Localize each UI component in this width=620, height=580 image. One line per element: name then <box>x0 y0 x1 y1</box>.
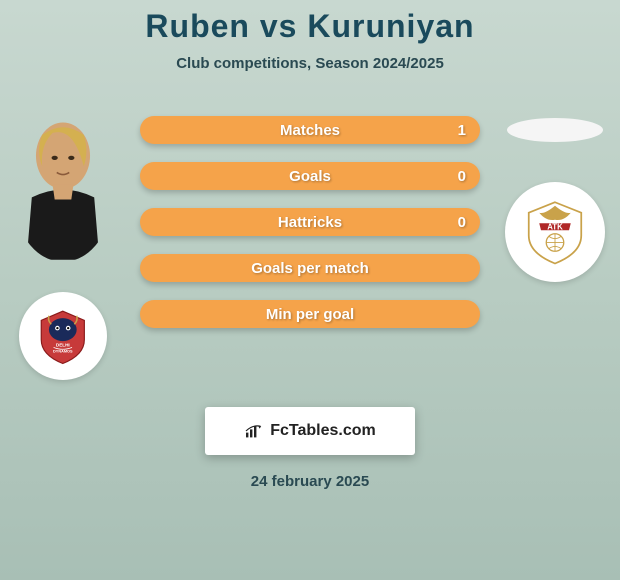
stat-label: Goals per match <box>251 260 369 277</box>
left-player-photo <box>11 112 115 262</box>
brand-box: FcTables.com <box>205 407 415 455</box>
comparison-area: DELHI DYNAMOS ATK Matches 1 Goals 0 <box>0 112 620 328</box>
stat-label: Goals <box>289 168 331 185</box>
stat-label: Hattricks <box>278 214 342 231</box>
player-portrait-icon <box>11 112 115 262</box>
left-player-column: DELHI DYNAMOS <box>8 112 118 380</box>
right-club-badge: ATK <box>505 182 605 282</box>
footer-date: 24 february 2025 <box>251 473 369 490</box>
atk-crest-icon: ATK <box>520 197 590 267</box>
stat-value: 1 <box>458 122 466 139</box>
left-club-badge: DELHI DYNAMOS <box>19 292 107 380</box>
stat-row-hattricks: Hattricks 0 <box>140 208 480 236</box>
stat-value: 0 <box>458 214 466 231</box>
page-title: Ruben vs Kuruniyan <box>0 8 620 45</box>
stat-row-matches: Matches 1 <box>140 116 480 144</box>
delhi-dynamos-crest-icon: DELHI DYNAMOS <box>32 305 94 367</box>
stat-row-goals-per-match: Goals per match <box>140 254 480 282</box>
page-subtitle: Club competitions, Season 2024/2025 <box>0 55 620 72</box>
right-player-placeholder <box>507 118 603 142</box>
svg-text:DYNAMOS: DYNAMOS <box>53 350 73 354</box>
svg-text:ATK: ATK <box>547 222 563 231</box>
fctables-logo-icon <box>244 423 264 439</box>
stat-label: Min per goal <box>266 306 354 323</box>
svg-text:DELHI: DELHI <box>56 343 70 348</box>
stat-label: Matches <box>280 122 340 139</box>
stat-row-goals: Goals 0 <box>140 162 480 190</box>
stats-bars: Matches 1 Goals 0 Hattricks 0 Goals per … <box>140 112 480 328</box>
footer: FcTables.com 24 february 2025 <box>0 407 620 490</box>
right-player-column: ATK <box>500 112 610 282</box>
stat-value: 0 <box>458 168 466 185</box>
brand-text: FcTables.com <box>270 422 376 440</box>
stat-row-min-per-goal: Min per goal <box>140 300 480 328</box>
